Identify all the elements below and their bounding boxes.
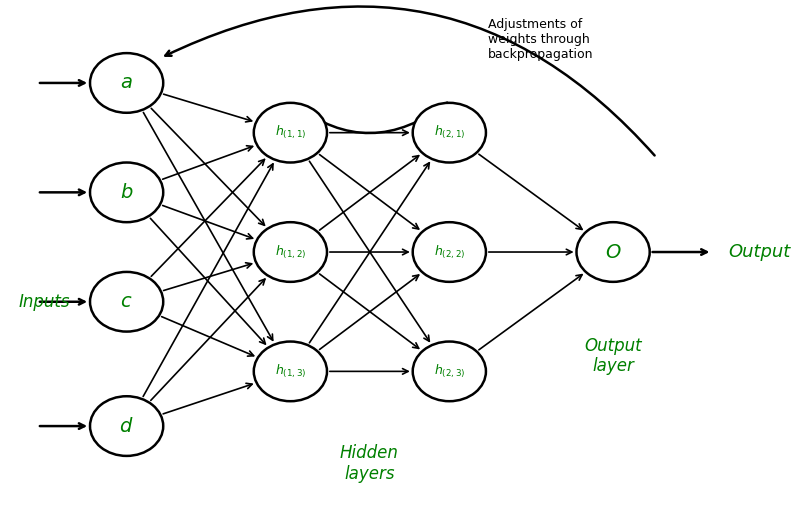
- Text: $h_{(2,1)}$: $h_{(2,1)}$: [433, 124, 465, 141]
- Ellipse shape: [90, 53, 163, 113]
- Text: $h_{(2,3)}$: $h_{(2,3)}$: [433, 362, 465, 380]
- Text: $O$: $O$: [605, 243, 622, 262]
- Text: Output: Output: [729, 243, 791, 261]
- Text: $a$: $a$: [120, 73, 133, 93]
- Ellipse shape: [254, 103, 327, 162]
- Ellipse shape: [413, 222, 486, 282]
- Ellipse shape: [413, 103, 486, 162]
- Ellipse shape: [90, 272, 163, 332]
- Text: Output
layer: Output layer: [584, 336, 642, 375]
- Ellipse shape: [577, 222, 650, 282]
- Text: $d$: $d$: [119, 417, 134, 436]
- Ellipse shape: [90, 162, 163, 222]
- Text: $h_{(1,2)}$: $h_{(1,2)}$: [275, 243, 306, 261]
- Text: $h_{(1,3)}$: $h_{(1,3)}$: [275, 362, 306, 380]
- Ellipse shape: [413, 342, 486, 401]
- Text: $h_{(2,2)}$: $h_{(2,2)}$: [433, 243, 465, 261]
- Ellipse shape: [254, 342, 327, 401]
- Text: $b$: $b$: [120, 183, 133, 202]
- Text: Adjustments of
weights through
backpropagation: Adjustments of weights through backpropa…: [488, 18, 594, 61]
- Text: $h_{(1,1)}$: $h_{(1,1)}$: [275, 124, 306, 141]
- Ellipse shape: [90, 396, 163, 456]
- Text: Inputs: Inputs: [18, 293, 70, 311]
- Ellipse shape: [254, 222, 327, 282]
- Text: Hidden
layers: Hidden layers: [340, 444, 399, 483]
- Text: $c$: $c$: [120, 292, 133, 311]
